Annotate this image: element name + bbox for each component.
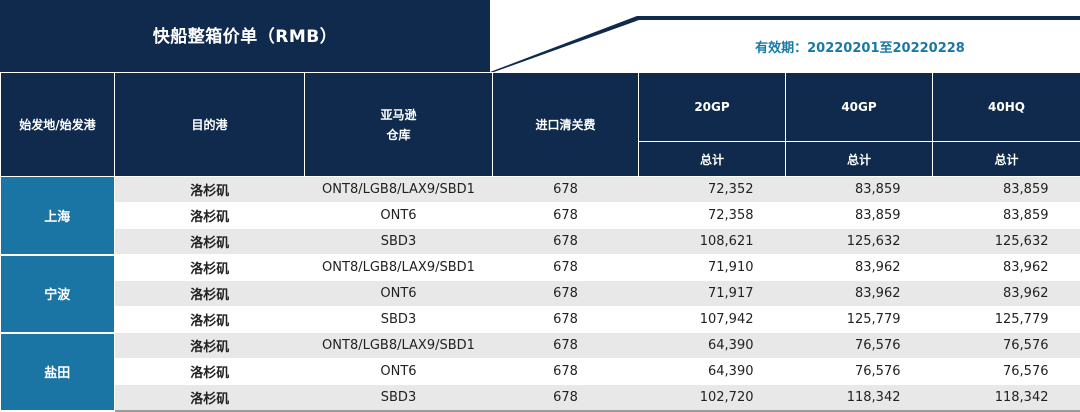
price-40hq-cell: 76,576 [933, 333, 1080, 359]
customs-fee-cell: 678 [493, 333, 639, 359]
price-20gp-cell: 72,352 [639, 177, 786, 203]
customs-fee-cell: 678 [493, 307, 639, 333]
price-20gp-cell: 107,942 [639, 307, 786, 333]
header-40hq-total: 总计 [933, 142, 1080, 177]
customs-fee-cell: 678 [493, 359, 639, 385]
table-row: 宁波 洛杉矶 ONT8/LGB8/LAX9/SBD1 678 71,910 83… [1, 255, 1080, 281]
origin-cell: 宁波 [1, 255, 115, 333]
price-40hq-cell: 76,576 [933, 359, 1080, 385]
price-40hq-cell: 83,962 [933, 281, 1080, 307]
customs-fee-cell: 678 [493, 255, 639, 281]
price-40hq-cell: 125,779 [933, 307, 1080, 333]
table-row: 洛杉矶 ONT6 678 72,358 83,859 83,859 [1, 203, 1080, 229]
customs-fee-cell: 678 [493, 203, 639, 229]
price-40gp-cell: 83,859 [786, 203, 933, 229]
destination-cell: 洛杉矶 [115, 281, 305, 307]
destination-cell: 洛杉矶 [115, 307, 305, 333]
table-row: 洛杉矶 SBD3 678 107,942 125,779 125,779 [1, 307, 1080, 333]
price-40hq-cell: 83,962 [933, 255, 1080, 281]
price-20gp-cell: 108,621 [639, 229, 786, 255]
header-20gp: 20GP [639, 73, 786, 142]
header-origin: 始发地/始发港 [1, 73, 115, 177]
warehouse-cell: ONT8/LGB8/LAX9/SBD1 [305, 177, 493, 203]
table-body: 上海 洛杉矶 ONT8/LGB8/LAX9/SBD1 678 72,352 83… [1, 177, 1080, 412]
warehouse-cell: SBD3 [305, 307, 493, 333]
price-40gp-cell: 76,576 [786, 333, 933, 359]
price-40gp-cell: 83,859 [786, 177, 933, 203]
price-table: 始发地/始发港 目的港 亚马逊 仓库 进口清关费 20GP 40GP 40HQ … [0, 72, 1080, 412]
price-40gp-cell: 118,342 [786, 385, 933, 412]
table-row: 上海 洛杉矶 ONT8/LGB8/LAX9/SBD1 678 72,352 83… [1, 177, 1080, 203]
price-20gp-cell: 72,358 [639, 203, 786, 229]
price-20gp-cell: 64,390 [639, 333, 786, 359]
header-40hq: 40HQ [933, 73, 1080, 142]
warehouse-cell: ONT6 [305, 203, 493, 229]
customs-fee-cell: 678 [493, 385, 639, 412]
warehouse-cell: ONT8/LGB8/LAX9/SBD1 [305, 255, 493, 281]
warehouse-cell: ONT6 [305, 359, 493, 385]
customs-fee-cell: 678 [493, 281, 639, 307]
table-row: 洛杉矶 ONT6 678 71,917 83,962 83,962 [1, 281, 1080, 307]
destination-cell: 洛杉矶 [115, 203, 305, 229]
price-40gp-cell: 83,962 [786, 281, 933, 307]
price-40hq-cell: 83,859 [933, 203, 1080, 229]
warehouse-cell: SBD3 [305, 229, 493, 255]
origin-cell: 上海 [1, 177, 115, 255]
price-40gp-cell: 125,632 [786, 229, 933, 255]
destination-cell: 洛杉矶 [115, 229, 305, 255]
warehouse-cell: ONT8/LGB8/LAX9/SBD1 [305, 333, 493, 359]
table-row: 盐田 洛杉矶 ONT8/LGB8/LAX9/SBD1 678 64,390 76… [1, 333, 1080, 359]
price-20gp-cell: 102,720 [639, 385, 786, 412]
price-20gp-cell: 71,917 [639, 281, 786, 307]
destination-cell: 洛杉矶 [115, 333, 305, 359]
price-40gp-cell: 83,962 [786, 255, 933, 281]
price-40hq-cell: 125,632 [933, 229, 1080, 255]
price-40hq-cell: 83,859 [933, 177, 1080, 203]
origin-cell: 盐田 [1, 333, 115, 412]
destination-cell: 洛杉矶 [115, 177, 305, 203]
warehouse-cell: ONT6 [305, 281, 493, 307]
destination-cell: 洛杉矶 [115, 359, 305, 385]
destination-cell: 洛杉矶 [115, 385, 305, 412]
price-20gp-cell: 71,910 [639, 255, 786, 281]
header-40gp: 40GP [786, 73, 933, 142]
table-row: 洛杉矶 ONT6 678 64,390 76,576 76,576 [1, 359, 1080, 385]
title-banner: 快船整箱价单（RMB） 有效期：20220201至20220228 [0, 0, 1080, 72]
header-warehouse: 亚马逊 仓库 [305, 73, 493, 177]
header-customs-fee: 进口清关费 [493, 73, 639, 177]
warehouse-cell: SBD3 [305, 385, 493, 412]
price-20gp-cell: 64,390 [639, 359, 786, 385]
price-40gp-cell: 76,576 [786, 359, 933, 385]
customs-fee-cell: 678 [493, 177, 639, 203]
table-header: 始发地/始发港 目的港 亚马逊 仓库 进口清关费 20GP 40GP 40HQ … [1, 73, 1080, 177]
table-row: 洛杉矶 SBD3 678 102,720 118,342 118,342 [1, 385, 1080, 412]
destination-cell: 洛杉矶 [115, 255, 305, 281]
table-row: 洛杉矶 SBD3 678 108,621 125,632 125,632 [1, 229, 1080, 255]
price-40hq-cell: 118,342 [933, 385, 1080, 412]
page-title: 快船整箱价单（RMB） [0, 22, 490, 47]
customs-fee-cell: 678 [493, 229, 639, 255]
price-40gp-cell: 125,779 [786, 307, 933, 333]
header-20gp-total: 总计 [639, 142, 786, 177]
validity-period: 有效期：20220201至20220228 [640, 37, 1080, 56]
header-40gp-total: 总计 [786, 142, 933, 177]
header-destination: 目的港 [115, 73, 305, 177]
